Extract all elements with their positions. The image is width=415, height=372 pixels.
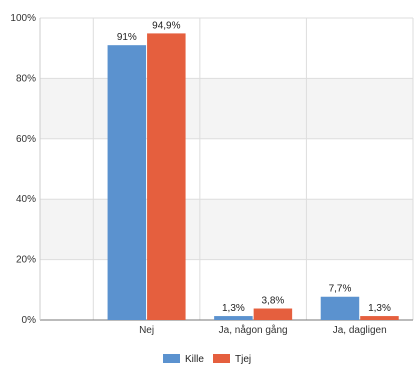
grid-band [40, 199, 413, 260]
x-tick-label: Nej [139, 325, 154, 336]
legend-swatch-kille [163, 354, 180, 363]
bar-tjej [147, 33, 186, 320]
bar-kille [214, 316, 253, 320]
bars [107, 33, 399, 321]
bar-kille [107, 45, 147, 321]
legend-swatch-tjej [213, 354, 230, 363]
bar-kille [320, 296, 360, 320]
bar-tjej [360, 316, 399, 320]
x-tick-label: Ja, någon gång [219, 324, 288, 336]
x-axis: Nej Ja, någon gång Ja, dagligen [139, 324, 387, 336]
data-label: 7,7% [329, 284, 352, 295]
legend: Kille Tjej [163, 354, 251, 365]
legend-label: Tjej [235, 354, 251, 365]
y-tick-label: 60% [16, 134, 36, 145]
y-tick-label: 80% [16, 73, 36, 84]
data-label: 91% [117, 32, 137, 43]
data-label: 1,3% [368, 303, 391, 314]
grid-band [40, 78, 413, 139]
grid-lines [40, 17, 414, 321]
y-axis: 0% 20% 40% 60% 80% 100% [10, 13, 41, 326]
x-tick-label: Ja, dagligen [333, 325, 387, 336]
data-label: 1,3% [222, 303, 245, 314]
data-labels: 91% 94,9% 1,3% 3,8% 7,7% 1,3% [117, 20, 391, 314]
bar-tjej [253, 308, 293, 320]
grid-bands [40, 78, 413, 260]
y-tick-label: 100% [10, 13, 36, 24]
y-tick-label: 40% [16, 194, 36, 205]
data-label: 3,8% [261, 296, 284, 307]
y-tick-label: 20% [16, 255, 36, 266]
y-tick-label: 0% [22, 315, 37, 326]
data-label: 94,9% [152, 20, 180, 31]
legend-label: Kille [185, 354, 204, 365]
